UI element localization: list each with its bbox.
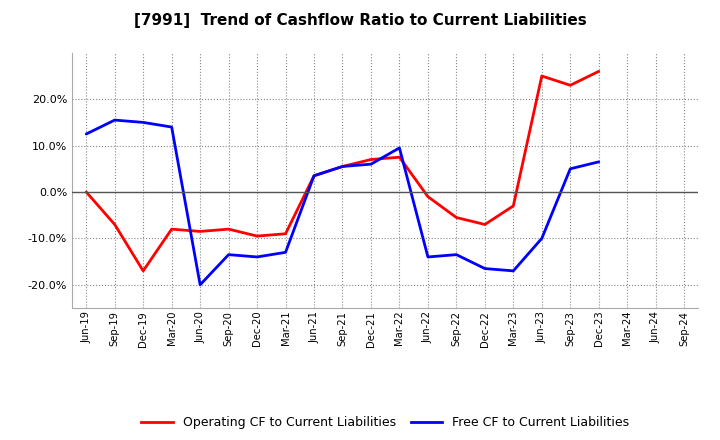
Operating CF to Current Liabilities — [595, 69, 603, 74]
Operating CF to Current Liabilities — [480, 222, 489, 227]
Operating CF to Current Liabilities — [338, 164, 347, 169]
Legend: Operating CF to Current Liabilities, Free CF to Current Liabilities: Operating CF to Current Liabilities, Fre… — [136, 411, 634, 434]
Operating CF to Current Liabilities — [509, 203, 518, 209]
Operating CF to Current Liabilities — [225, 227, 233, 232]
Operating CF to Current Liabilities — [366, 157, 375, 162]
Line: Operating CF to Current Liabilities: Operating CF to Current Liabilities — [86, 71, 599, 271]
Operating CF to Current Liabilities — [537, 73, 546, 79]
Operating CF to Current Liabilities — [423, 194, 432, 199]
Operating CF to Current Liabilities — [196, 229, 204, 234]
Operating CF to Current Liabilities — [310, 173, 318, 178]
Operating CF to Current Liabilities — [82, 189, 91, 194]
Operating CF to Current Liabilities — [566, 83, 575, 88]
Operating CF to Current Liabilities — [167, 227, 176, 232]
Operating CF to Current Liabilities — [282, 231, 290, 236]
Operating CF to Current Liabilities — [452, 215, 461, 220]
Operating CF to Current Liabilities — [395, 154, 404, 160]
Operating CF to Current Liabilities — [110, 222, 119, 227]
Text: [7991]  Trend of Cashflow Ratio to Current Liabilities: [7991] Trend of Cashflow Ratio to Curren… — [134, 13, 586, 28]
Operating CF to Current Liabilities — [253, 234, 261, 239]
Operating CF to Current Liabilities — [139, 268, 148, 274]
